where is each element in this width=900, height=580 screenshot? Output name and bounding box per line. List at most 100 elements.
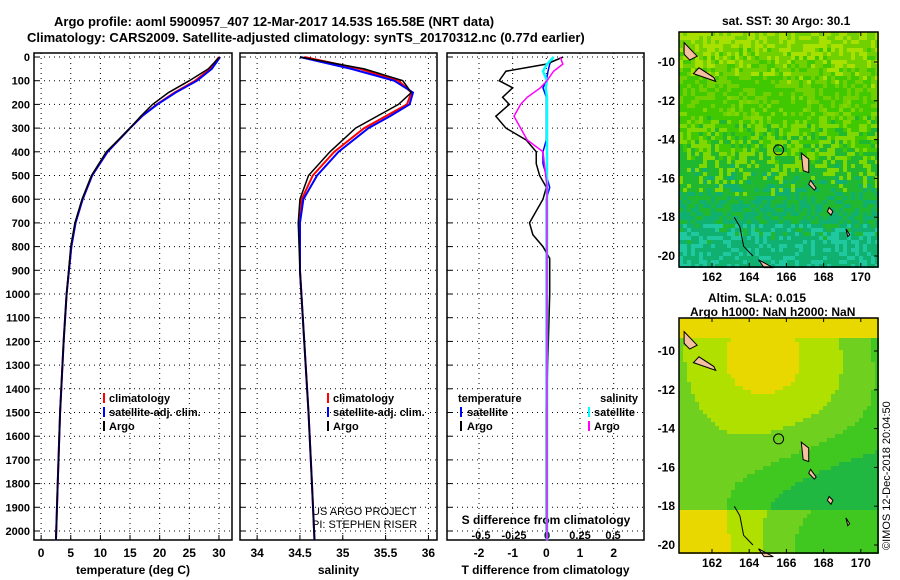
map-pixel <box>691 334 695 338</box>
map-pixel <box>779 450 783 454</box>
map-pixel <box>859 434 863 438</box>
map-pixel <box>747 386 751 390</box>
map-pixel <box>779 176 783 180</box>
map-pixel <box>839 430 843 434</box>
map-pixel <box>775 100 779 104</box>
map-pixel <box>699 192 703 196</box>
map-pixel <box>695 354 699 358</box>
map-pixel <box>707 212 711 216</box>
map-pixel <box>759 44 763 48</box>
map-pixel <box>819 44 823 48</box>
map-pixel <box>707 96 711 100</box>
map-pixel <box>827 56 831 60</box>
map-pixel <box>843 192 847 196</box>
map-pixel <box>855 426 859 430</box>
map-pixel <box>867 164 871 168</box>
map-pixel <box>763 382 767 386</box>
map-pixel <box>851 192 855 196</box>
map-pixel <box>815 224 819 228</box>
map-pixel <box>811 410 815 414</box>
map-pixel <box>787 136 791 140</box>
map-x-tick-label: 168 <box>814 270 834 284</box>
map-pixel <box>847 386 851 390</box>
map-pixel <box>859 144 863 148</box>
map-pixel <box>699 350 703 354</box>
map-pixel <box>739 144 743 148</box>
map-pixel <box>823 322 827 326</box>
map-pixel <box>751 208 755 212</box>
map-pixel <box>835 346 839 350</box>
map-pixel <box>715 326 719 330</box>
map-pixel <box>719 446 723 450</box>
map-pixel <box>715 84 719 88</box>
map-pixel <box>747 48 751 52</box>
map-pixel <box>775 144 779 148</box>
map-pixel <box>839 56 843 60</box>
map-pixel <box>819 398 823 402</box>
map-pixel <box>711 68 715 72</box>
map-pixel <box>739 156 743 160</box>
map-pixel <box>731 84 735 88</box>
map-pixel <box>711 386 715 390</box>
map-pixel <box>719 184 723 188</box>
map-pixel <box>699 418 703 422</box>
map-pixel <box>767 398 771 402</box>
map-pixel <box>783 196 787 200</box>
legend-label: satellite-adj. clim. <box>109 407 201 419</box>
map-pixel <box>759 442 763 446</box>
map-pixel <box>783 144 787 148</box>
map-pixel <box>715 180 719 184</box>
map-pixel <box>743 362 747 366</box>
map-pixel <box>703 116 707 120</box>
map-pixel <box>803 442 807 446</box>
map-pixel <box>831 244 835 248</box>
map-pixel <box>731 112 735 116</box>
map-pixel <box>751 88 755 92</box>
map-pixel <box>723 96 727 100</box>
map-pixel <box>807 252 811 256</box>
map-pixel <box>823 248 827 252</box>
map-pixel <box>795 192 799 196</box>
map-pixel <box>695 176 699 180</box>
map-pixel <box>815 370 819 374</box>
map-pixel <box>807 204 811 208</box>
map-pixel <box>743 390 747 394</box>
map-pixel <box>851 390 855 394</box>
map-pixel <box>731 252 735 256</box>
map-pixel <box>859 44 863 48</box>
map-pixel <box>679 378 683 382</box>
map-pixel <box>859 398 863 402</box>
map-pixel <box>843 330 847 334</box>
map-pixel <box>839 418 843 422</box>
map-pixel <box>743 48 747 52</box>
map-pixel <box>715 224 719 228</box>
map-pixel <box>871 160 875 164</box>
map-pixel <box>787 426 791 430</box>
map-pixel <box>715 128 719 132</box>
map-pixel <box>727 248 731 252</box>
map-pixel <box>731 92 735 96</box>
map-pixel <box>727 184 731 188</box>
map-pixel <box>823 172 827 176</box>
map-pixel <box>783 172 787 176</box>
map-pixel <box>871 68 875 72</box>
map-pixel <box>855 366 859 370</box>
map-pixel <box>875 152 879 156</box>
map-pixel <box>747 160 751 164</box>
map-pixel <box>815 430 819 434</box>
map-pixel <box>863 196 867 200</box>
map-pixel <box>831 322 835 326</box>
map-pixel <box>855 342 859 346</box>
map-pixel <box>715 322 719 326</box>
map-pixel <box>695 228 699 232</box>
map-pixel <box>699 132 703 136</box>
map-pixel <box>807 56 811 60</box>
map-pixel <box>839 40 843 44</box>
map-pixel <box>775 232 779 236</box>
map-pixel <box>743 442 747 446</box>
map-pixel <box>679 394 683 398</box>
map-pixel <box>835 180 839 184</box>
map-pixel <box>871 224 875 228</box>
map-pixel <box>815 350 819 354</box>
map-pixel <box>787 216 791 220</box>
